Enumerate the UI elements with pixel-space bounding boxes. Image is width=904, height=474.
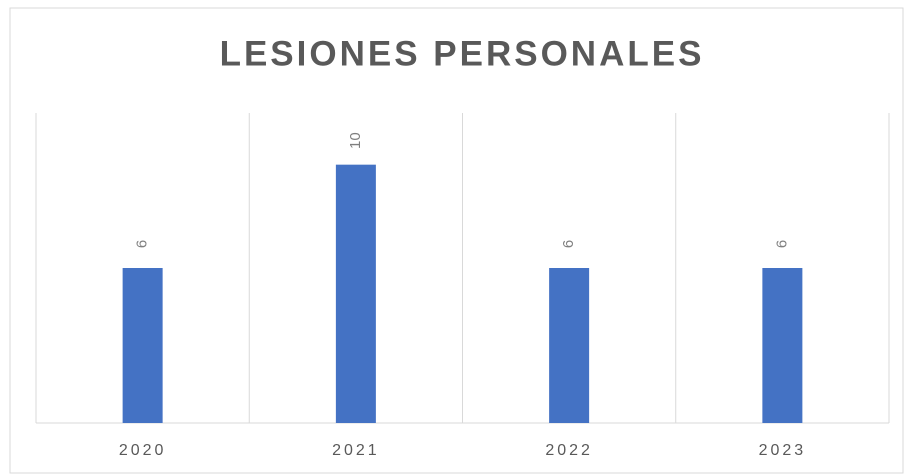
x-tick-label: 2023 <box>759 442 807 459</box>
x-tick-label: 2020 <box>119 442 167 459</box>
bar <box>762 268 803 423</box>
data-label: 6 <box>134 240 151 248</box>
x-tick-label: 2022 <box>545 442 593 459</box>
data-label: 6 <box>560 240 577 248</box>
data-label: 6 <box>773 240 790 248</box>
bar <box>122 268 163 423</box>
data-label: 10 <box>347 132 364 149</box>
x-tick-label: 2021 <box>332 442 380 459</box>
chart-title: LESIONES PERSONALES <box>220 34 705 73</box>
bar <box>335 164 376 423</box>
bar <box>549 268 590 423</box>
